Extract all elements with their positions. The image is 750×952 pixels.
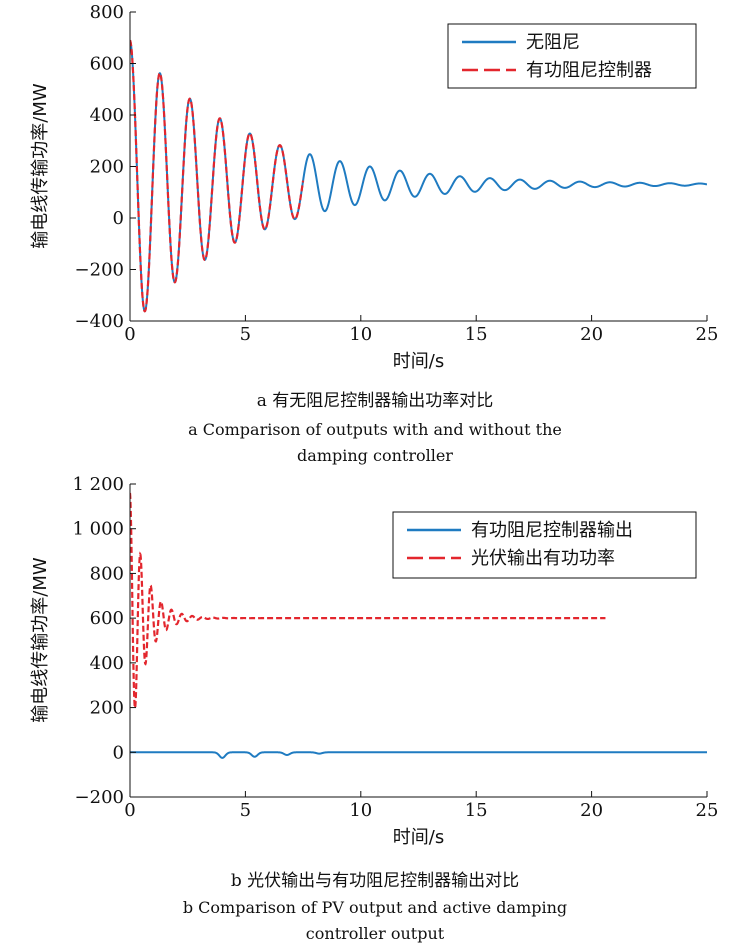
- y-tick-label: 1 000: [72, 519, 124, 540]
- x-tick-label: 20: [580, 324, 603, 345]
- legend-label-2: 有功阻尼控制器: [526, 60, 652, 81]
- x-tick-label: 15: [465, 324, 488, 345]
- x-tick-label: 5: [240, 800, 251, 821]
- y-axis-label: 输电线传输功率/MW: [30, 557, 51, 723]
- y-tick-label: 0: [113, 208, 124, 229]
- y-tick-label: 600: [90, 608, 124, 629]
- series-2-line: [130, 39, 305, 313]
- y-axis-label: 输电线传输功率/MW: [30, 83, 51, 249]
- y-tick-label: 400: [90, 105, 124, 126]
- x-tick-label: 20: [580, 800, 603, 821]
- y-tick-label: 200: [90, 157, 124, 178]
- caption-a-en-line1: a Comparison of outputs with and without…: [188, 420, 562, 439]
- x-tick-label: 10: [349, 800, 372, 821]
- legend-box: [447, 23, 697, 89]
- x-tick-label: 25: [696, 800, 719, 821]
- x-tick-label: 5: [240, 324, 251, 345]
- y-tick-label: 1 200: [72, 474, 124, 495]
- caption-a-zh: a 有无阻尼控制器输出功率对比: [256, 391, 494, 411]
- series-2-line: [130, 492, 606, 712]
- caption-b-zh: b 光伏输出与有功阻尼控制器输出对比: [230, 871, 520, 891]
- x-tick-label: 0: [124, 324, 135, 345]
- legend-box: [392, 511, 697, 579]
- x-axis-label: 时间/s: [393, 351, 444, 372]
- y-tick-label: 0: [113, 742, 124, 763]
- legend-label-1: 无阻尼: [526, 32, 580, 53]
- y-tick-label: 600: [90, 54, 124, 75]
- caption-b-en-line2: controller output: [305, 924, 445, 943]
- y-tick-label: −400: [75, 311, 124, 332]
- legend-label-1: 有功阻尼控制器输出: [471, 520, 633, 541]
- x-tick-label: 10: [349, 324, 372, 345]
- y-tick-label: −200: [75, 260, 124, 281]
- x-tick-label: 0: [124, 800, 135, 821]
- y-tick-label: 800: [90, 2, 124, 23]
- x-tick-label: 25: [696, 324, 719, 345]
- y-tick-label: −200: [75, 787, 124, 808]
- legend-label-2: 光伏输出有功功率: [471, 548, 615, 569]
- x-tick-label: 15: [465, 800, 488, 821]
- y-tick-label: 800: [90, 563, 124, 584]
- y-tick-label: 400: [90, 653, 124, 674]
- x-axis-label: 时间/s: [393, 827, 444, 848]
- caption-a-en-line2: damping controller: [297, 446, 453, 465]
- caption-b-en-line1: b Comparison of PV output and active dam…: [182, 898, 568, 917]
- y-tick-label: 200: [90, 698, 124, 719]
- series-1-line: [130, 751, 707, 759]
- chart-panel-a: 0 5 10 15 20 25 800 600 400 200 0 −200 −400 时间/s 输电线传输…: [30, 2, 718, 372]
